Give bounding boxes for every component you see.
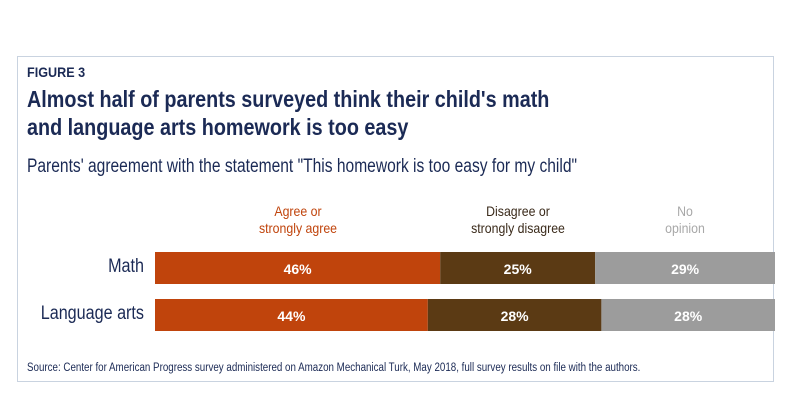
source-note: Source: Center for American Progress sur… <box>27 362 641 374</box>
data-label: 28% <box>501 308 530 324</box>
bar-segment <box>427 299 602 331</box>
data-label: 28% <box>674 308 703 324</box>
figure-frame <box>17 56 774 382</box>
data-label: 44% <box>277 308 306 324</box>
bar-segment <box>155 299 428 331</box>
data-label: 29% <box>671 261 700 277</box>
bar-segment <box>440 252 596 284</box>
legend-entry-line: strongly disagree <box>470 220 565 236</box>
legend-entry-line: Disagree or <box>485 203 550 219</box>
data-label: 25% <box>504 261 533 277</box>
category-label: Math <box>108 256 144 277</box>
legend-entry-line: No <box>677 203 693 219</box>
chart-subtitle: Parents' agreement with the statement "T… <box>27 156 578 177</box>
legend-entry-line: strongly agree <box>258 220 337 236</box>
bar-segment <box>601 299 775 331</box>
figure-label: FIGURE 3 <box>27 64 86 80</box>
bar-segment <box>595 252 775 284</box>
chart-title-line-1: Almost half of parents surveyed think th… <box>27 86 550 112</box>
legend-entry-line: Agree or <box>273 203 322 219</box>
legend-entry: Agree or strongly agree <box>259 203 337 237</box>
bar-segment <box>155 252 441 284</box>
category-label: Language arts <box>40 303 144 324</box>
data-label: 46% <box>284 261 313 277</box>
legend-entry-line: opinion <box>665 220 705 236</box>
legend-entry: Disagree or strongly disagree <box>471 203 565 237</box>
chart-title-line-2: and language arts homework is too easy <box>27 114 409 140</box>
legend-entry: No opinion <box>665 203 705 237</box>
